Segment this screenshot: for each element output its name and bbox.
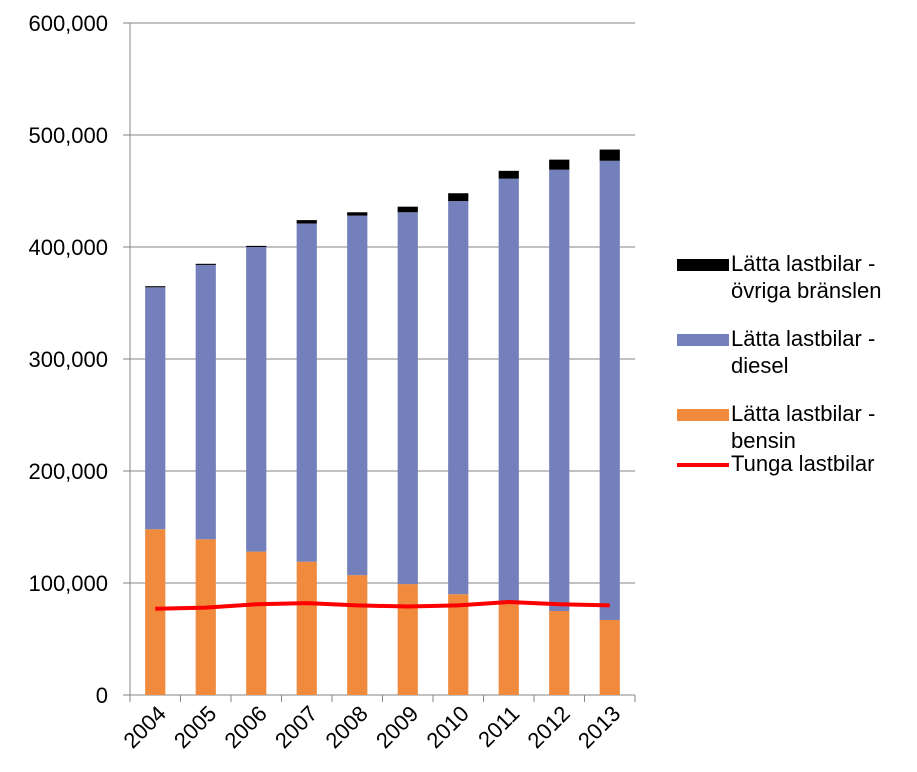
bar [145,286,166,288]
legend-swatch [677,409,729,421]
x-tick-label: 2010 [421,701,473,753]
x-tick-label: 2005 [169,701,221,753]
x-tick-label: 2008 [320,701,372,753]
bar [549,169,570,611]
y-tick-label: 400,000 [28,235,108,260]
y-tick-label: 300,000 [28,347,108,372]
bar [397,206,418,213]
line [155,600,610,611]
legend-swatch [677,334,729,346]
legend-item: Lätta lastbilar - diesel [731,326,876,378]
legend-swatch [677,259,729,271]
y-tick-label: 600,000 [28,11,108,36]
legend-label: Lätta lastbilar - diesel [731,326,876,378]
bar [296,561,317,695]
bar [296,223,317,562]
y-tick-label: 500,000 [28,123,108,148]
bar [195,539,216,695]
bar [498,178,519,604]
x-tick-label: 2011 [473,701,524,752]
bar [599,160,620,620]
legend-label: Tunga lastbilar [731,451,875,476]
legend-label: Lätta lastbilar - bensin [731,401,876,453]
x-tick-label: 2013 [573,701,625,753]
bar [448,594,469,695]
x-tick-label: 2004 [118,701,170,753]
bar [448,193,469,202]
bar [195,264,216,540]
x-tick-label: 2009 [371,701,423,753]
bar [498,603,519,695]
y-tick-label: 200,000 [28,459,108,484]
bar [448,201,469,595]
bar [599,619,620,695]
y-tick-label: 100,000 [28,571,108,596]
bar [347,575,368,695]
bar [145,287,166,530]
legend-item: Tunga lastbilar [731,451,875,476]
legend-item: Lätta lastbilar - övriga bränslen [731,251,882,303]
bar [498,170,519,179]
bar [347,212,368,216]
bar [397,212,418,585]
bar [549,159,570,170]
x-tick-label: 2007 [270,701,322,753]
bar [397,584,418,695]
bar [296,220,317,224]
bar [145,529,166,695]
bar [246,551,267,695]
bar [246,245,267,247]
x-tick-label: 2012 [522,701,574,753]
bar [549,611,570,695]
legend-item: Lätta lastbilar - bensin [731,401,876,453]
bar [246,247,267,552]
y-tick-label: 0 [96,683,108,708]
bar [195,263,216,265]
x-tick-label: 2006 [219,701,271,753]
bar [347,215,368,576]
bar [599,149,620,161]
legend-label: Lätta lastbilar - övriga bränslen [731,251,882,303]
